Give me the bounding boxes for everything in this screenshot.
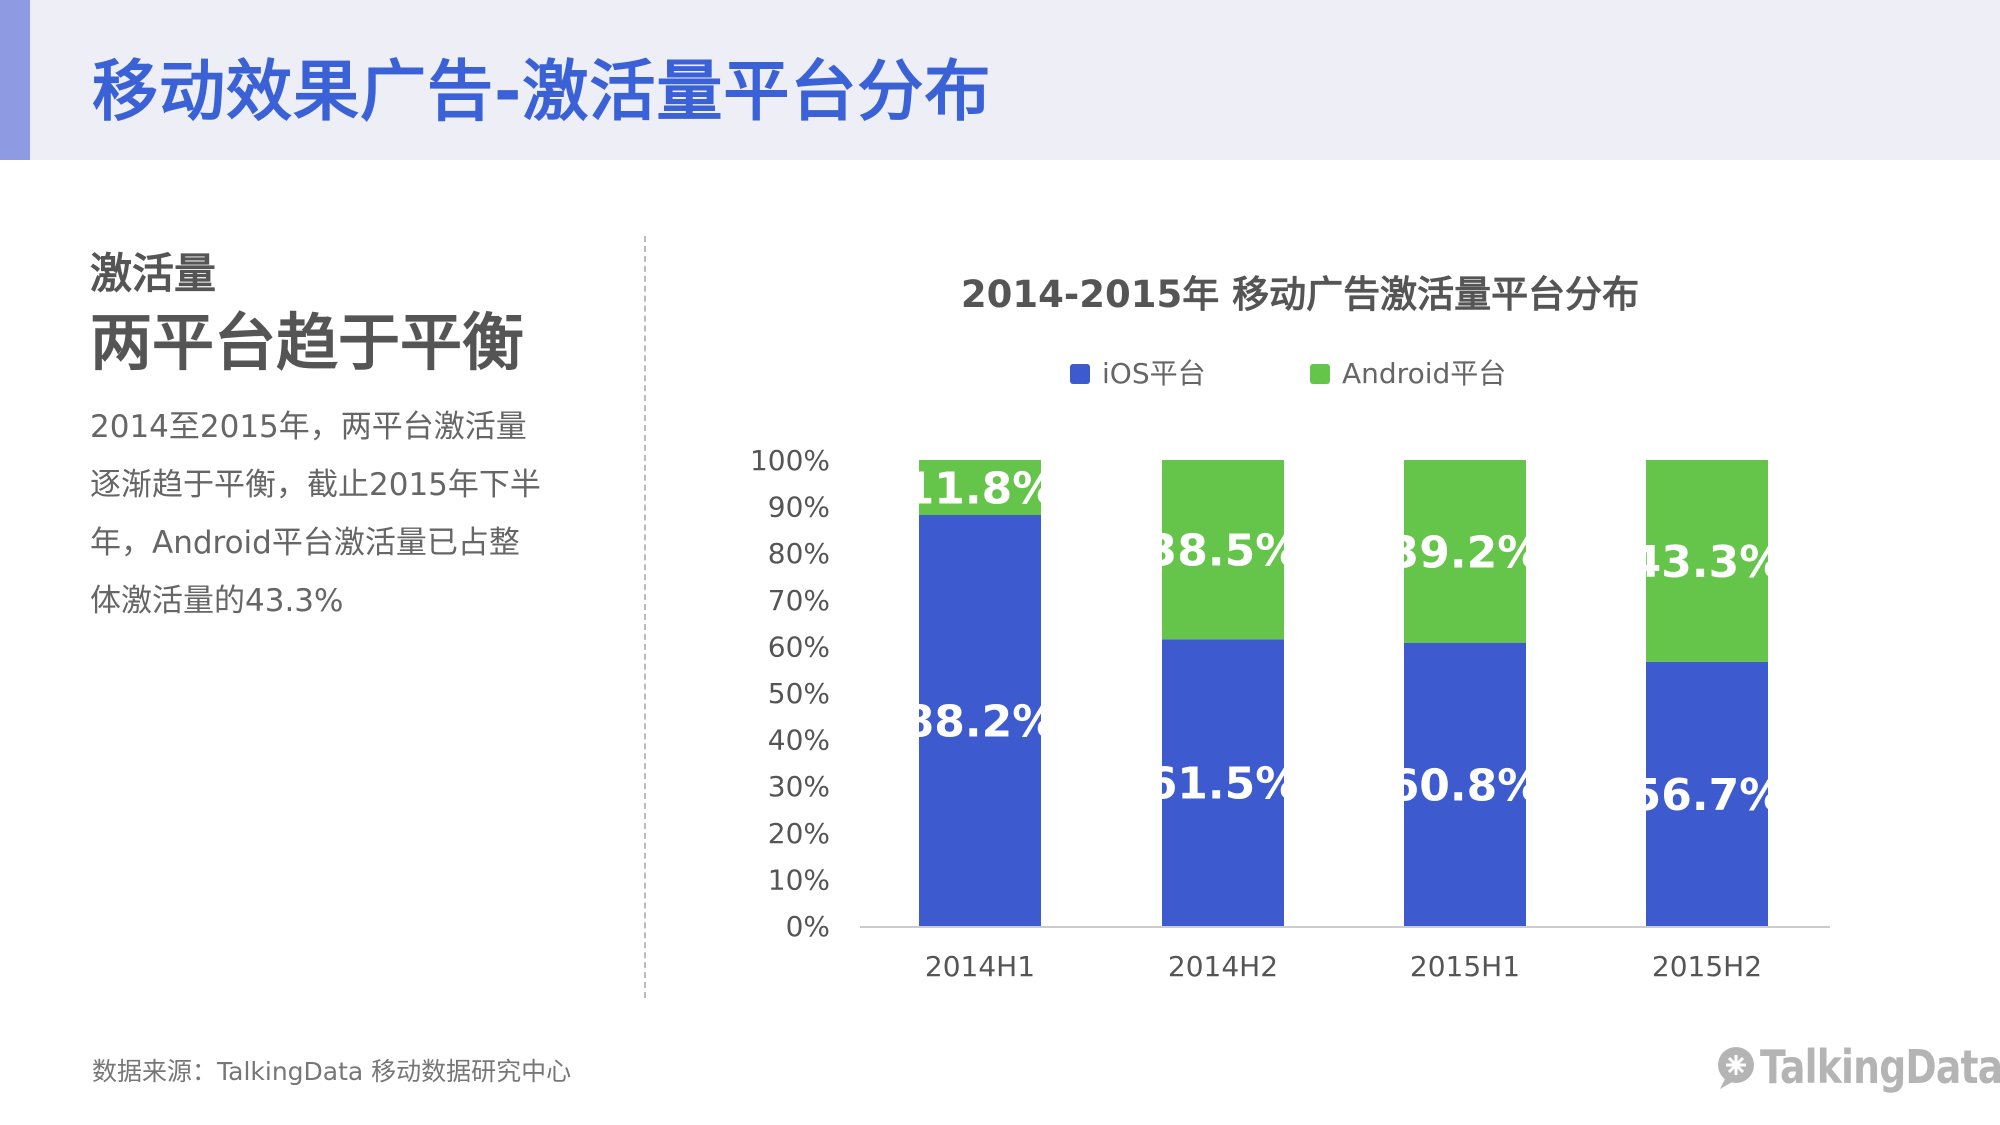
y-tick-label: 40% — [768, 724, 830, 757]
data-label-android: 11.8% — [904, 463, 1057, 514]
bar-ios-2014h2 — [1162, 639, 1284, 926]
bar-android-2014h1 — [919, 460, 1041, 515]
y-tick-label: 60% — [768, 630, 830, 663]
x-tick-label: 2015H1 — [1410, 950, 1520, 983]
legend-swatch-ios — [1070, 364, 1090, 384]
y-tick-label: 20% — [768, 817, 830, 850]
chart-title: 2014-2015年 移动广告激活量平台分布 — [961, 273, 1639, 316]
summary-description: 2014至2015年，两平台激活量 逐渐趋于平衡，截止2015年下半 年，And… — [90, 398, 590, 630]
stacked-bar-chart: 2014-2015年 移动广告激活量平台分布 iOS平台 Android平台 0% 10… — [750, 273, 1830, 983]
x-tick-label: 2014H2 — [1168, 950, 1278, 983]
y-tick-label: 80% — [768, 537, 830, 570]
x-tick-label: 2015H2 — [1652, 950, 1762, 983]
y-tick-label: 50% — [768, 677, 830, 710]
data-label-ios: 56.7% — [1631, 770, 1784, 821]
legend-swatch-android — [1310, 364, 1330, 384]
data-label-android: 43.3% — [1631, 537, 1784, 588]
data-label-ios: 88.2% — [904, 696, 1057, 747]
legend-label-ios: iOS平台 — [1102, 357, 1206, 390]
header-accent — [0, 0, 30, 160]
bar-android-2015h2 — [1646, 460, 1768, 662]
y-tick-label: 90% — [768, 491, 830, 524]
bar-android-2015h1 — [1404, 460, 1526, 643]
summary-panel: 激活量 两平台趋于平衡 2014至2015年，两平台激活量 逐渐趋于平衡，截止2… — [90, 248, 610, 630]
summary-line: 逐渐趋于平衡，截止2015年下半 — [90, 467, 541, 503]
bar-ios-2015h1 — [1404, 642, 1526, 926]
bar-android-2014h2 — [1162, 460, 1284, 640]
logo-icon — [1718, 1047, 1754, 1089]
page-title: 移动效果广告-激活量平台分布 — [92, 53, 992, 130]
data-label-ios: 61.5% — [1147, 759, 1300, 810]
data-label-android: 38.5% — [1147, 526, 1300, 577]
logo-text: TalkingData — [1760, 1040, 2000, 1094]
talkingdata-logo: TalkingData — [1712, 1040, 2000, 1094]
summary-headline: 两平台趋于平衡 — [90, 306, 525, 379]
summary-kicker: 激活量 — [90, 249, 217, 298]
x-tick-label: 2014H1 — [925, 950, 1035, 983]
data-source: 数据来源：TalkingData 移动数据研究中心 — [92, 1057, 572, 1086]
data-label-android: 39.2% — [1389, 527, 1542, 578]
summary-line: 2014至2015年，两平台激活量 — [90, 409, 527, 445]
bar-ios-2015h2 — [1646, 661, 1768, 926]
y-tick-label: 100% — [750, 444, 830, 477]
y-tick-label: 10% — [768, 863, 830, 896]
panel-divider — [644, 236, 646, 998]
header-bar: 移动效果广告-激活量平台分布 — [0, 0, 2000, 160]
legend-label-android: Android平台 — [1342, 357, 1506, 390]
summary-line: 体激活量的43.3% — [90, 583, 344, 619]
y-tick-label: 70% — [768, 584, 830, 617]
y-tick-label: 0% — [786, 910, 830, 943]
bar-ios-2014h1 — [919, 514, 1041, 926]
summary-line: 年，Android平台激活量已占整 — [90, 525, 520, 561]
data-label-ios: 60.8% — [1389, 760, 1542, 811]
y-tick-label: 30% — [768, 770, 830, 803]
